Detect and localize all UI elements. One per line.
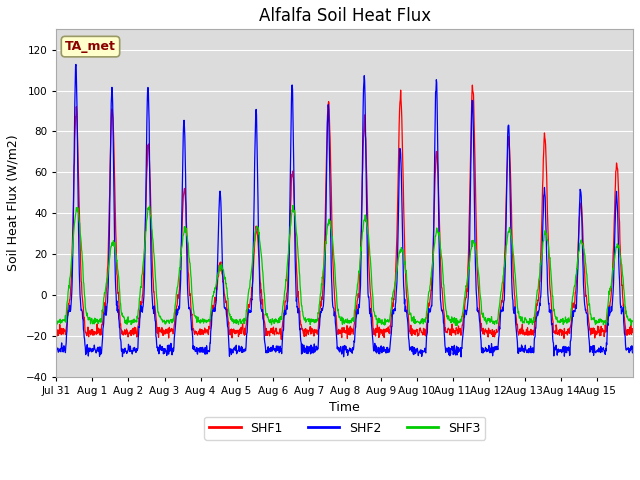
Title: Alfalfa Soil Heat Flux: Alfalfa Soil Heat Flux	[259, 7, 431, 25]
SHF2	[52, 349, 60, 355]
SHF3	[319, 269, 327, 275]
SHF1	[622, 332, 630, 338]
SHF3	[330, 254, 338, 260]
SHF1	[330, 281, 338, 287]
SHF3	[629, 318, 637, 324]
SHF2	[143, 119, 151, 125]
SHF3	[566, 318, 573, 324]
SHF2	[629, 350, 637, 356]
Text: TA_met: TA_met	[65, 40, 116, 53]
SHF3	[481, 316, 489, 322]
SHF1	[629, 326, 637, 332]
SHF2	[330, 306, 338, 312]
SHF3	[289, 203, 297, 208]
SHF1	[566, 331, 573, 336]
SHF1	[52, 328, 60, 334]
SHF1	[468, 82, 476, 88]
SHF2	[319, 304, 327, 310]
Line: SHF1: SHF1	[56, 85, 633, 339]
SHF3	[453, 323, 461, 328]
SHF1	[481, 327, 489, 333]
SHF2	[481, 347, 489, 352]
SHF3	[143, 218, 150, 224]
Line: SHF2: SHF2	[56, 64, 633, 357]
Legend: SHF1, SHF2, SHF3: SHF1, SHF2, SHF3	[204, 417, 485, 440]
SHF3	[52, 320, 60, 325]
SHF2	[622, 347, 630, 352]
SHF1	[319, 286, 327, 291]
Y-axis label: Soil Heat Flux (W/m2): Soil Heat Flux (W/m2)	[7, 134, 20, 271]
SHF3	[622, 311, 630, 317]
SHF1	[143, 178, 150, 183]
Line: SHF3: SHF3	[56, 205, 633, 325]
X-axis label: Time: Time	[330, 401, 360, 414]
SHF2	[566, 353, 573, 359]
SHF1	[278, 336, 285, 342]
SHF2	[457, 354, 465, 360]
SHF2	[72, 61, 80, 67]
